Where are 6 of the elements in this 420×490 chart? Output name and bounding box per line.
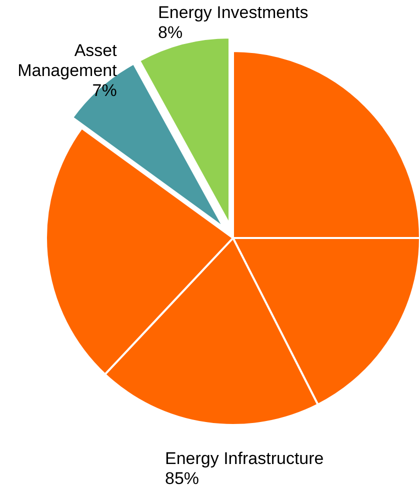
- slice-label: Asset Management: [18, 42, 118, 81]
- text: Energy Infrastructure: [165, 449, 324, 468]
- data-label: 8%: [158, 23, 183, 42]
- slice-label: Energy Investments: [158, 3, 308, 22]
- data-label: 7%: [92, 82, 117, 101]
- text: 85%: [165, 469, 200, 488]
